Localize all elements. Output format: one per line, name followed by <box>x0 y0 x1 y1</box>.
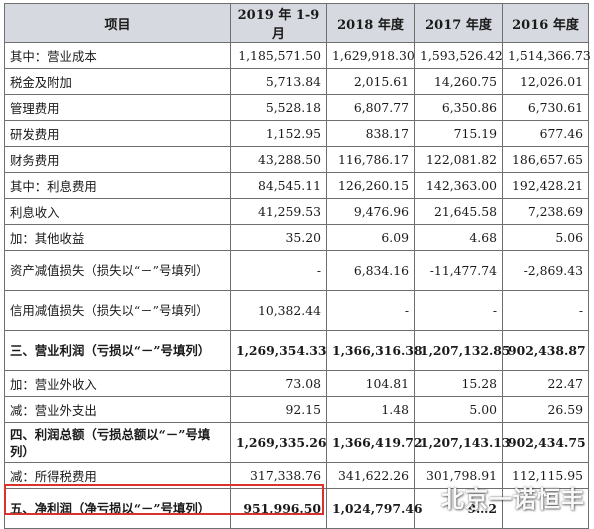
cell-value: - <box>502 290 589 331</box>
header-2019-q3: 2019 年 1-9 月 <box>230 3 327 43</box>
cell-value: 104.81 <box>326 370 415 397</box>
row-label: 减：营业外支出 <box>4 396 231 423</box>
cell-value: 1,514,366.73 <box>502 42 591 69</box>
cell-value: -11,477.74 <box>414 250 503 291</box>
cell-value: 1.48 <box>326 396 415 423</box>
cell-value: 5,713.84 <box>230 68 327 95</box>
row-label: 加：营业外收入 <box>4 370 231 397</box>
cell-value: 10,382.44 <box>230 290 327 331</box>
table-row: 管理费用 5,528.18 6,807.77 6,350.86 6,730.61 <box>4 94 589 121</box>
row-label: 其中：营业成本 <box>4 42 231 69</box>
cell-value: 12,026.01 <box>502 68 589 95</box>
cell-value: 1,593,526.42 <box>414 42 503 69</box>
cell-value: 2,015.61 <box>326 68 415 95</box>
cell-value: 1,024,797.46 <box>326 488 423 529</box>
net-profit-highlight-box <box>4 484 324 515</box>
cell-value: - <box>230 250 327 291</box>
cell-value: 116,786.17 <box>326 146 415 173</box>
cell-value: 112,115.95 <box>502 462 589 489</box>
table-row: 信用减值损失（损失以“－”号填列） 10,382.44 - - - <box>4 290 589 331</box>
header-2016: 2016 年度 <box>502 3 589 43</box>
table-row: 利息收入 41,259.53 9,476.96 21,645.58 7,238.… <box>4 198 589 225</box>
header-2018: 2018 年度 <box>326 3 415 43</box>
cell-value: 1,152.95 <box>230 120 327 147</box>
cell-value: 122,081.82 <box>414 146 503 173</box>
table-row: 其中：营业成本 1,185,571.50 1,629,918.30 1,593,… <box>4 42 591 69</box>
cell-value: 21,645.58 <box>414 198 503 225</box>
cell-value: 5.00 <box>414 396 503 423</box>
row-label: 资产减值损失（损失以“－”号填列） <box>4 250 231 291</box>
row-label: 加：其他收益 <box>4 224 231 251</box>
cell-value: 41,259.53 <box>230 198 327 225</box>
cell-value: 73.08 <box>230 370 327 397</box>
cell-value: 7,238.69 <box>502 198 589 225</box>
watermark-text: 北京一诺恒丰 <box>441 487 585 513</box>
cell-value: 1,366,419.72 <box>326 422 423 463</box>
cell-value: 6,834.16 <box>326 250 415 291</box>
row-label: 三、营业利润（亏损以“－”号填列） <box>4 330 231 371</box>
cell-value: 715.19 <box>414 120 503 147</box>
cell-value: 902,438.87 <box>502 330 589 371</box>
cell-value: 1,207,132.85 <box>414 330 511 371</box>
financial-table: 项目 2019 年 1-9 月 2018 年度 2017 年度 2016 年度 … <box>4 3 591 529</box>
cell-value: 6,807.77 <box>326 94 415 121</box>
table-row: 资产减值损失（损失以“－”号填列） - 6,834.16 -11,477.74 … <box>4 250 589 291</box>
table-row: 加：营业外收入 73.08 104.81 15.28 22.47 <box>4 370 589 397</box>
table-row: 税金及附加 5,713.84 2,015.61 14,260.75 12,026… <box>4 68 589 95</box>
cell-value: - <box>326 290 415 331</box>
row-label: 税金及附加 <box>4 68 231 95</box>
cell-value: - <box>414 290 503 331</box>
cell-value: 14,260.75 <box>414 68 503 95</box>
cell-value: 92.15 <box>230 396 327 423</box>
row-label: 其中：利息费用 <box>4 172 231 199</box>
table-row: 减：营业外支出 92.15 1.48 5.00 26.59 <box>4 396 589 423</box>
cell-value: 4.68 <box>414 224 503 251</box>
cell-value: 192,428.21 <box>502 172 589 199</box>
cell-value: 26.59 <box>502 396 589 423</box>
cell-value: 5.06 <box>502 224 589 251</box>
cell-value: 84,545.11 <box>230 172 327 199</box>
cell-value: 902,434.75 <box>502 422 589 463</box>
cell-value: 9,476.96 <box>326 198 415 225</box>
table-row: 加：其他收益 35.20 6.09 4.68 5.06 <box>4 224 589 251</box>
row-label: 管理费用 <box>4 94 231 121</box>
cell-value: 186,657.65 <box>502 146 589 173</box>
cell-value: 43,288.50 <box>230 146 327 173</box>
cell-value: 15.28 <box>414 370 503 397</box>
cell-value: 6,730.61 <box>502 94 589 121</box>
cell-value: 838.17 <box>326 120 415 147</box>
table-row: 三、营业利润（亏损以“－”号填列） 1,269,354.33 1,366,316… <box>4 330 589 371</box>
cell-value: 1,366,316.38 <box>326 330 423 371</box>
cell-value: 6,350.86 <box>414 94 503 121</box>
cell-value: 677.46 <box>502 120 589 147</box>
row-label: 财务费用 <box>4 146 231 173</box>
cell-value: 5,528.18 <box>230 94 327 121</box>
row-label: 研发费用 <box>4 120 231 147</box>
cell-value: -2,869.43 <box>502 250 589 291</box>
cell-value: 22.47 <box>502 370 589 397</box>
cell-value: 142,363.00 <box>414 172 503 199</box>
cell-value: 126,260.15 <box>326 172 415 199</box>
table-row: 财务费用 43,288.50 116,786.17 122,081.82 186… <box>4 146 589 173</box>
row-label: 利息收入 <box>4 198 231 225</box>
cell-value: 6.09 <box>326 224 415 251</box>
cell-value: 1,185,571.50 <box>230 42 327 69</box>
cell-value: 301,798.91 <box>414 462 503 489</box>
header-row: 项目 2019 年 1-9 月 2018 年度 2017 年度 2016 年度 <box>4 3 589 43</box>
header-item: 项目 <box>4 3 231 43</box>
table-row: 研发费用 1,152.95 838.17 715.19 677.46 <box>4 120 589 147</box>
row-label: 信用减值损失（损失以“－”号填列） <box>4 290 231 331</box>
cell-value: 1,269,354.33 <box>230 330 327 371</box>
table-row: 四、利润总额（亏损总额以“－”号填列） 1,269,335.26 1,366,4… <box>4 422 589 463</box>
cell-value: 35.20 <box>230 224 327 251</box>
cell-value: 341,622.26 <box>326 462 415 489</box>
row-label: 四、利润总额（亏损总额以“－”号填列） <box>4 422 231 463</box>
table-row: 其中：利息费用 84,545.11 126,260.15 142,363.00 … <box>4 172 589 199</box>
cell-value: 1,629,918.30 <box>326 42 415 69</box>
cell-value: 1,207,143.13 <box>414 422 511 463</box>
header-2017: 2017 年度 <box>414 3 503 43</box>
cell-value: 1,269,335.26 <box>230 422 327 463</box>
